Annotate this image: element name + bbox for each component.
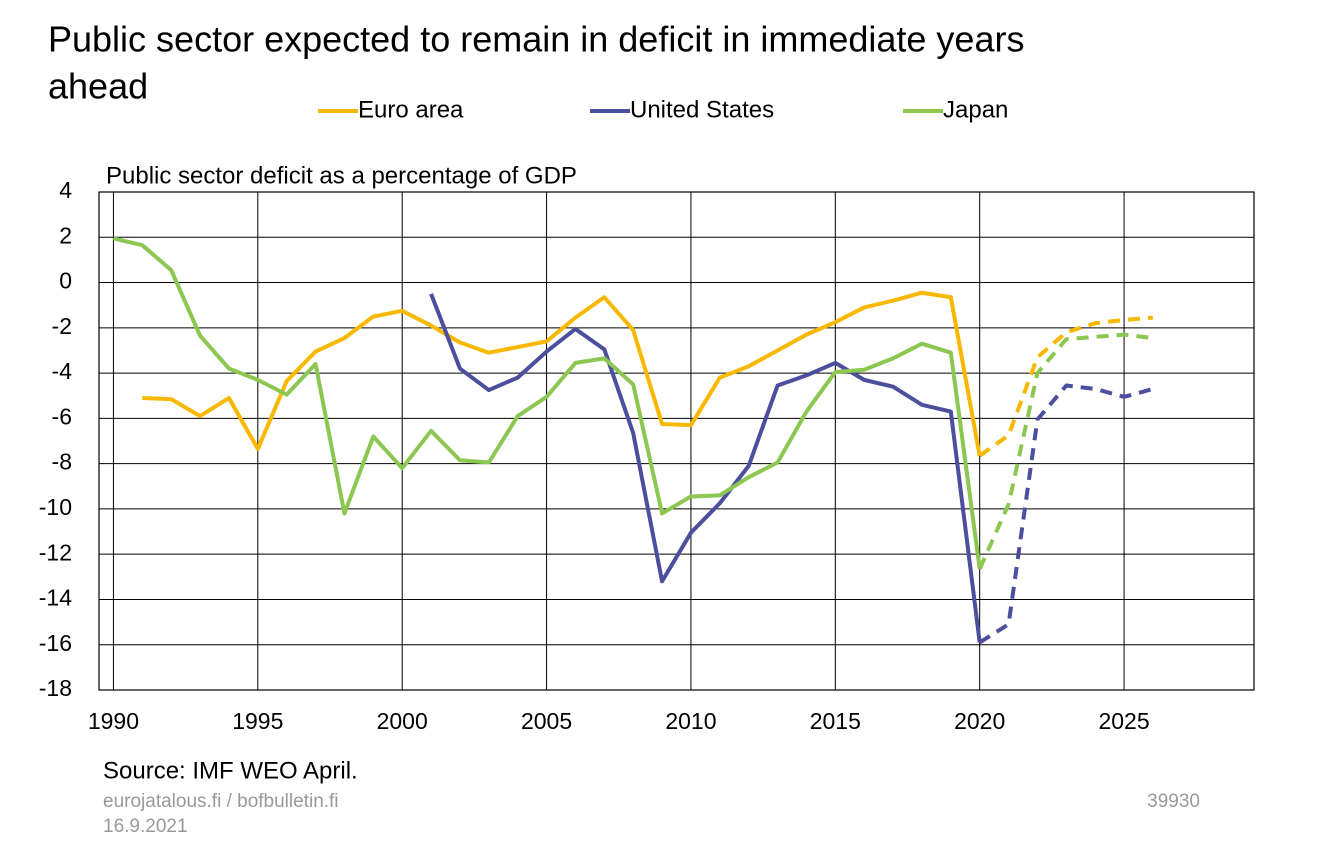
y-tick-label: -4 xyxy=(52,358,73,384)
x-tick-label: 2000 xyxy=(377,708,428,734)
line-dashed xyxy=(978,383,1154,645)
credit: eurojatalous.fi / bofbulletin.fi xyxy=(103,791,339,812)
x-tick-label: 1995 xyxy=(232,708,283,734)
x-tick-label: 1990 xyxy=(88,708,139,734)
chart-id: 39930 xyxy=(1147,791,1200,812)
y-tick-label: -8 xyxy=(52,449,72,475)
line-solid xyxy=(112,236,982,570)
y-tick-label: 4 xyxy=(59,177,72,203)
line-dashed xyxy=(977,332,1154,570)
x-tick-label: 2005 xyxy=(521,708,572,734)
y-tick-label: -12 xyxy=(39,539,72,565)
plot-frame xyxy=(98,191,1255,691)
y-tick-label: -16 xyxy=(39,630,72,656)
legend-label: Japan xyxy=(943,96,1008,123)
legend-label: United States xyxy=(630,96,774,123)
y-axis-label: Public sector deficit as a percentage of… xyxy=(106,162,577,189)
y-tick-label: -6 xyxy=(52,403,72,429)
y-tick-label: -2 xyxy=(52,313,72,339)
x-tick-label: 2015 xyxy=(810,708,861,734)
y-tick-label: -10 xyxy=(39,494,72,520)
source: Source: IMF WEO April. xyxy=(103,757,358,784)
y-tick-label: -14 xyxy=(39,585,72,611)
chart-title: Public sector expected to remain in defi… xyxy=(48,19,1024,60)
line-solid xyxy=(429,293,982,643)
y-tick-label: 2 xyxy=(59,222,72,248)
x-tick-label: 2020 xyxy=(954,708,1005,734)
y-tick-label: 0 xyxy=(59,268,72,294)
date: 16.9.2021 xyxy=(103,816,188,837)
legend-label: Euro area xyxy=(358,96,464,123)
x-tick-label: 2010 xyxy=(665,708,716,734)
x-tick-label: 2025 xyxy=(1098,708,1149,734)
y-tick-label: -18 xyxy=(39,675,72,701)
chart-title: ahead xyxy=(48,66,148,107)
